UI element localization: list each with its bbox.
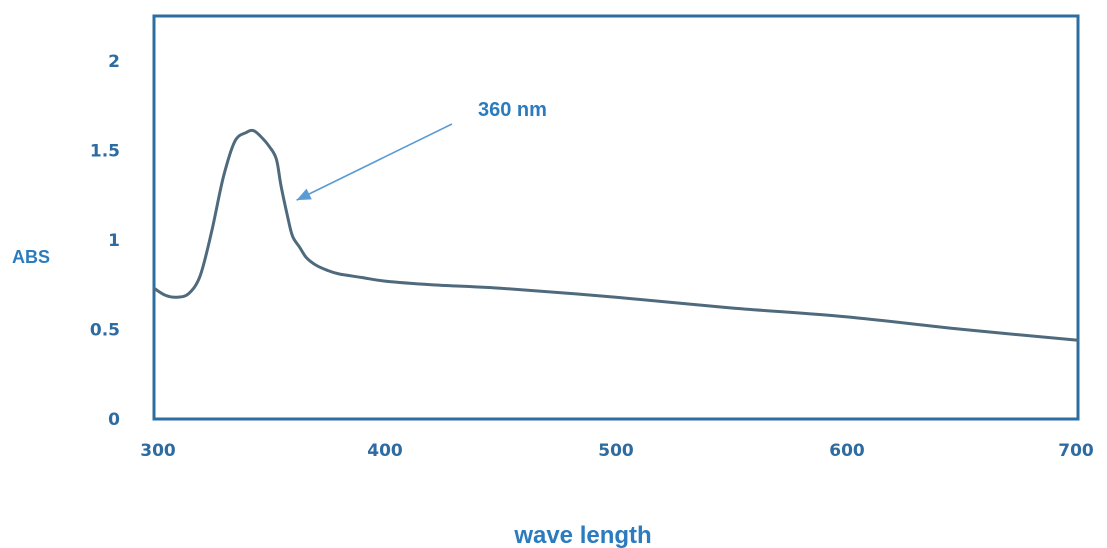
annotation-label: 360 nm	[478, 99, 547, 121]
x-tick-label: 600	[829, 441, 865, 461]
plot-frame	[152, 14, 1080, 421]
y-tick-label: 2	[108, 52, 120, 72]
y-tick-label: 1.5	[90, 141, 120, 161]
absorbance-series-line	[152, 128, 1080, 342]
x-axis-title: wave length	[513, 522, 651, 548]
y-axis-title: ABS	[12, 247, 50, 267]
y-tick-label: 0.5	[90, 320, 120, 340]
x-axis-ticks: 300 400 500 600 700	[140, 441, 1094, 461]
y-axis-ticks: 0 0.5 1 1.5 2	[90, 52, 120, 430]
x-tick-label: 300	[140, 441, 176, 461]
annotation-arrow	[296, 123, 453, 201]
x-tick-label: 500	[598, 441, 634, 461]
y-tick-label: 1	[108, 231, 120, 251]
x-tick-label: 400	[367, 441, 403, 461]
y-tick-label: 0	[108, 410, 120, 430]
x-tick-label: 700	[1058, 441, 1094, 461]
